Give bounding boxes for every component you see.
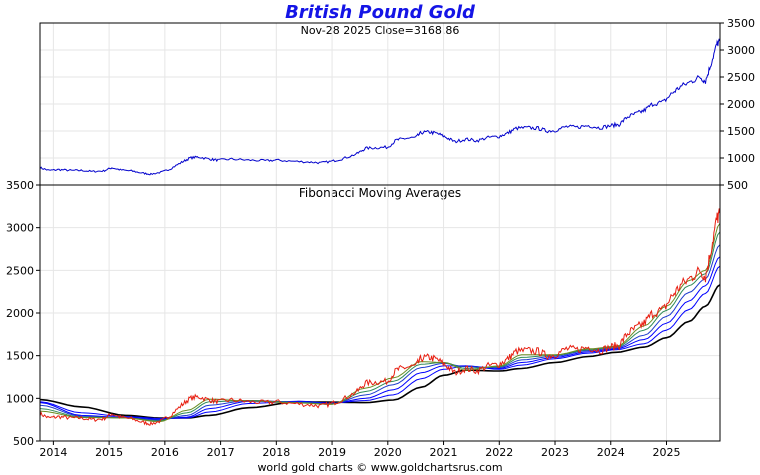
xtick-label-2021: 2021 xyxy=(430,446,458,459)
xtick-label-2014: 2014 xyxy=(39,446,67,459)
xtick-label-2020: 2020 xyxy=(374,446,402,459)
fib-line-fastest xyxy=(39,208,721,426)
bottom-panel-grid xyxy=(40,184,720,442)
bottom-ytick-label-3500: 3500 xyxy=(6,179,34,192)
xtick-label-2015: 2015 xyxy=(95,446,123,459)
top-ytick-label-2500: 2500 xyxy=(727,71,755,84)
top-panel-price-line xyxy=(39,38,721,176)
top-panel-grid xyxy=(40,22,720,186)
bottom-ytick-label-1000: 1000 xyxy=(6,392,34,405)
chart-title: British Pound Gold xyxy=(285,2,475,23)
fib-panel-title: Fibonacci Moving Averages xyxy=(298,186,462,200)
fib-line-mid-1 xyxy=(39,223,721,423)
bottom-ytick-label-3000: 3000 xyxy=(6,222,34,235)
fib-line-slow-1 xyxy=(39,256,721,420)
fib-line-mid-3 xyxy=(39,244,721,421)
top-ytick-label-500: 500 xyxy=(727,179,748,192)
bottom-panel-fib-lines xyxy=(39,208,721,426)
xtick-label-2019: 2019 xyxy=(318,446,346,459)
xtick-label-2018: 2018 xyxy=(262,446,290,459)
xtick-label-2025: 2025 xyxy=(652,446,680,459)
bottom-ytick-label-1500: 1500 xyxy=(6,350,34,363)
xtick-label-2023: 2023 xyxy=(541,446,569,459)
bottom-ytick-label-2000: 2000 xyxy=(6,307,34,320)
xtick-label-2017: 2017 xyxy=(207,446,235,459)
fib-line-mid-2 xyxy=(39,231,721,422)
xtick-label-2022: 2022 xyxy=(485,446,513,459)
top-ytick-label-3500: 3500 xyxy=(727,17,755,30)
chart-subtitle: Nov-28 2025 Close=3168.86 xyxy=(300,24,460,37)
xtick-label-2016: 2016 xyxy=(151,446,179,459)
top-ytick-label-1000: 1000 xyxy=(727,152,755,165)
panel-frames xyxy=(39,22,721,442)
footer-credit: world gold charts © www.goldchartsrus.co… xyxy=(257,461,503,474)
axis-ticks: 500 1000 1500 2000 2500 3000 3500 500 1000 1500 20… xyxy=(6,17,755,459)
fib-line-slow-2 xyxy=(39,265,721,419)
bottom-ytick-label-2500: 2500 xyxy=(6,264,34,277)
top-ytick-label-2000: 2000 xyxy=(727,98,755,111)
xtick-label-2024: 2024 xyxy=(597,446,625,459)
top-ytick-label-3000: 3000 xyxy=(727,44,755,57)
price-line xyxy=(39,38,721,176)
top-ytick-label-1500: 1500 xyxy=(727,125,755,138)
bottom-ytick-label-500: 500 xyxy=(13,435,34,448)
